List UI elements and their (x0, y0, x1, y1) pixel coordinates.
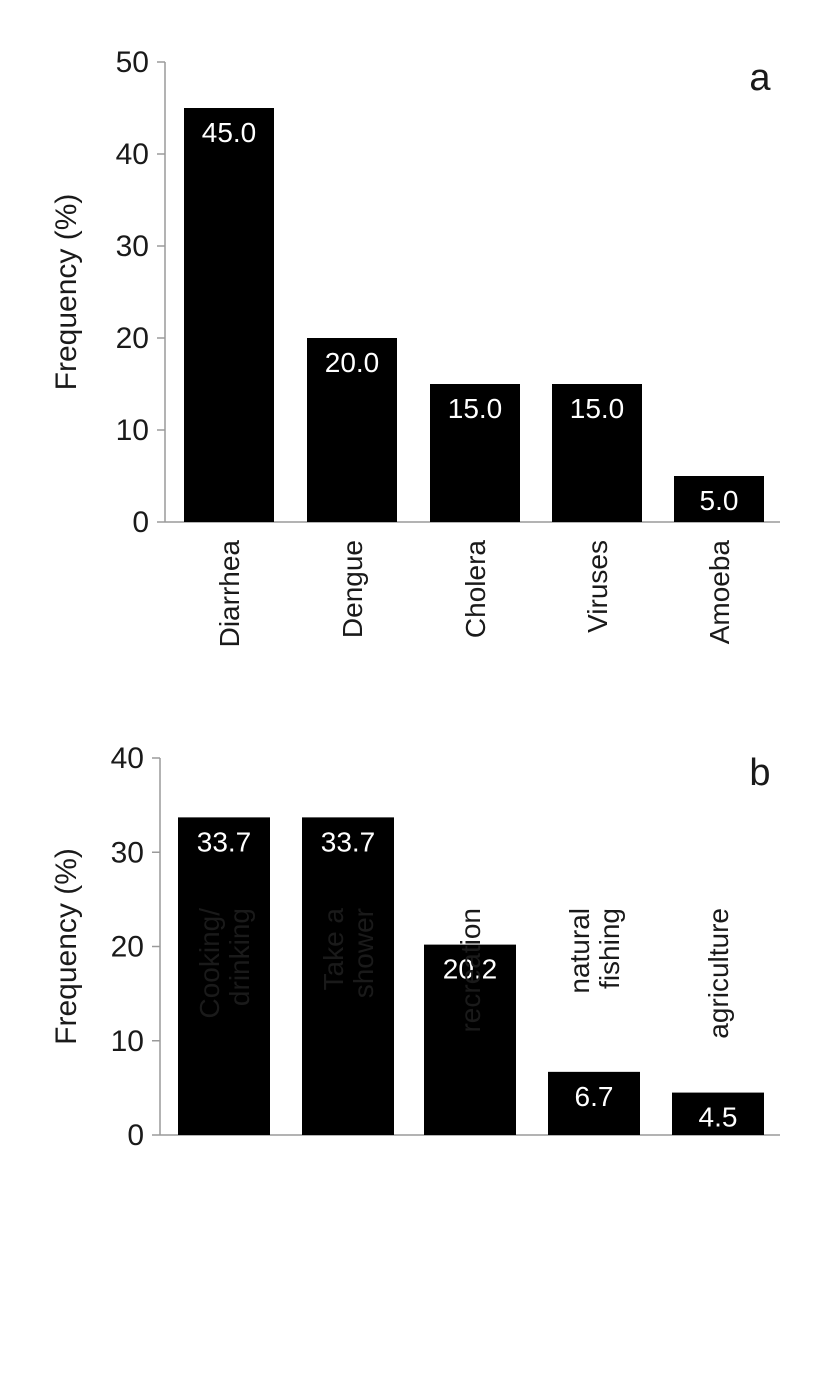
chart-a-y-tick-label: 20 (116, 322, 149, 355)
chart-a-y-tick-label: 0 (132, 506, 149, 539)
chart-a-y-tick-label: 50 (116, 46, 149, 79)
chart-b-value-label-1: 33.7 (321, 826, 376, 857)
chart-b-category-label: Cooking/ (194, 908, 225, 1019)
chart-a-y-tick-label: 30 (116, 230, 149, 263)
chart-b-y-axis-title: Frequency (%) (50, 848, 83, 1045)
chart-b-value-label-3: 6.7 (575, 1081, 614, 1112)
chart-b-value-label-2: 20.2 (443, 954, 498, 985)
chart-b-panel-label: b (749, 752, 770, 794)
chart-a-panel-label: a (749, 57, 771, 99)
chart-a-category-label: Dengue (337, 540, 368, 638)
chart-a-y-tick-label: 10 (116, 414, 149, 447)
chart-a-bar-4 (674, 476, 764, 522)
chart-b-category-label: agriculture (703, 908, 734, 1039)
chart-b-category-label: Take a (318, 908, 349, 991)
chart-b-bar-1 (302, 817, 394, 1135)
chart-b-category-label: natural (564, 908, 595, 994)
chart-a: 0 10 20 30 40 50 Frequency (%) a 45.0 20.0 15.0 15.… (50, 46, 780, 647)
chart-b-category-label: fishing (594, 908, 625, 989)
chart-b-y-tick-label: 20 (111, 931, 144, 964)
chart-a-category-label: Amoeba (704, 540, 735, 645)
chart-b-y-tick-label: 40 (111, 742, 144, 775)
chart-a-value-label-4: 5.0 (700, 485, 739, 516)
chart-a-y-axis-title: Frequency (%) (50, 194, 83, 391)
chart-b-bar-2 (424, 944, 516, 1135)
chart-a-value-label-0: 45.0 (202, 117, 257, 148)
chart-b-value-label-4: 4.5 (699, 1102, 738, 1133)
chart-b-bar-4 (672, 1092, 764, 1135)
chart-a-category-label: Cholera (460, 540, 491, 638)
chart-b-value-label-0: 33.7 (197, 826, 252, 857)
chart-a-bar-1 (307, 338, 397, 522)
chart-b-bar-0 (178, 817, 270, 1135)
chart-a-value-label-2: 15.0 (448, 393, 503, 424)
chart-a-value-label-3: 15.0 (570, 393, 625, 424)
chart-a-bar-0 (184, 108, 274, 522)
chart-b-y-tick-label: 10 (111, 1025, 144, 1058)
chart-b: 0 10 20 30 40 Frequency (%) b 33.7 33.7 20.2 6.7 4.… (50, 742, 780, 1152)
chart-a-bar-2 (430, 384, 520, 522)
chart-b-y-tick-label: 0 (127, 1119, 144, 1152)
chart-b-y-tick-label: 30 (111, 836, 144, 869)
chart-a-bar-3 (552, 384, 642, 522)
chart-b-category-label: recreation (455, 908, 486, 1033)
chart-b-category-label: drinking (224, 908, 255, 1006)
chart-a-category-label: Viruses (582, 540, 613, 633)
chart-a-category-label: Diarrhea (214, 540, 245, 648)
chart-a-value-label-1: 20.0 (325, 347, 380, 378)
chart-a-y-tick-label: 40 (116, 138, 149, 171)
chart-b-bar-3 (548, 1071, 640, 1135)
chart-b-category-label: shower (348, 908, 379, 998)
